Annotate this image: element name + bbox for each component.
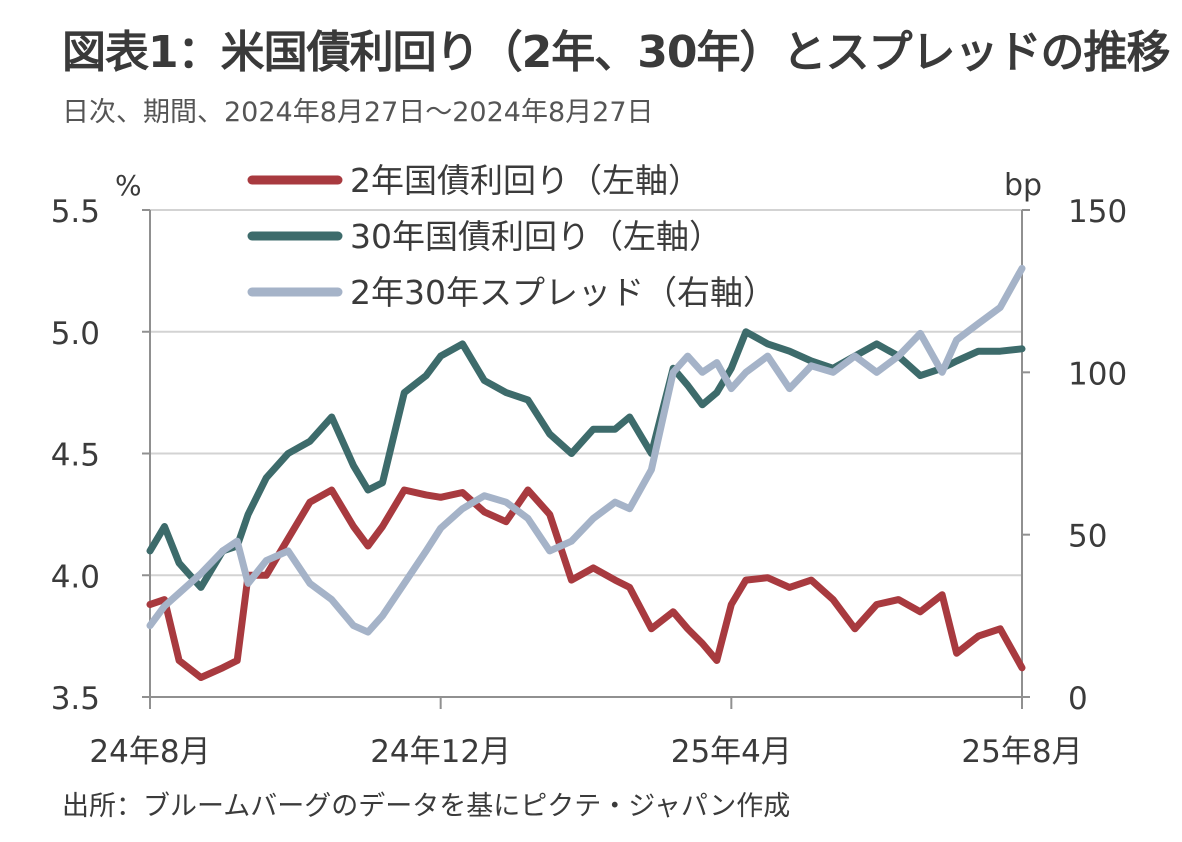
right-tick-label: 150 bbox=[1068, 194, 1127, 230]
left-tick-label: 4.0 bbox=[51, 559, 100, 595]
right-tick-label: 0 bbox=[1068, 681, 1088, 717]
legend-label: 2年30年スプレッド（右軸） bbox=[350, 273, 776, 312]
series-line-2 bbox=[146, 328, 1026, 591]
x-tick-label: 25年8月 bbox=[961, 734, 1082, 770]
x-tick-label: 25年4月 bbox=[671, 734, 792, 770]
x-tick-label: 24年8月 bbox=[89, 734, 210, 770]
source-note: 出所：ブルームバーグのデータを基にピクテ・ジャパン作成 bbox=[62, 791, 791, 822]
legend-label: 30年国債利回り（左軸） bbox=[350, 217, 722, 256]
left-tick-label: 4.5 bbox=[51, 438, 100, 474]
left-tick-label: 3.5 bbox=[51, 681, 100, 717]
chart-subtitle: 日次、期間、2024年8月27日～2024年8月27日 bbox=[62, 97, 654, 128]
series-line-3 bbox=[146, 264, 1026, 636]
series-line-1 bbox=[146, 486, 1026, 681]
right-tick-label: 100 bbox=[1068, 356, 1127, 392]
left-axis-unit: % bbox=[115, 169, 142, 202]
left-tick-label: 5.5 bbox=[51, 194, 100, 230]
x-tick-label: 24年12月 bbox=[370, 734, 511, 770]
chart-title: 図表1：米国債利回り（2年、30年）とスプレッドの推移 bbox=[62, 27, 1170, 78]
right-tick-label: 50 bbox=[1068, 519, 1107, 555]
legend-label: 2年国債利回り（左軸） bbox=[350, 161, 701, 200]
right-axis-unit: bp bbox=[1004, 168, 1042, 203]
left-tick-label: 5.0 bbox=[51, 316, 100, 352]
